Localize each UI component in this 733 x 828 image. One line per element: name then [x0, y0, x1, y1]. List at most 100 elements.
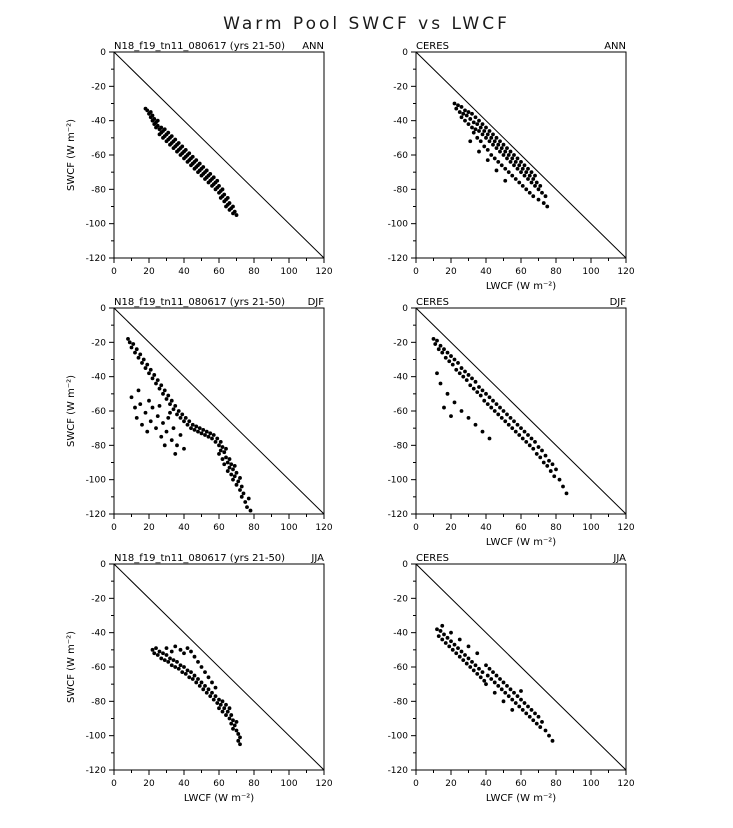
axis-ticks: 0 20 40 60 80 100 120 0 -20 -40 -60 -80 -100 -120 — [388, 48, 635, 277]
one-to-one-line — [415, 563, 627, 771]
svg-text:0: 0 — [111, 779, 117, 789]
svg-text:-60: -60 — [91, 407, 106, 417]
scatter-plot: CERES JJA 0 20 40 60 80 100 120 0 -20 -40 -60 -80 -100… — [388, 553, 635, 804]
svg-text:100: 100 — [280, 523, 297, 533]
svg-text:0: 0 — [100, 48, 106, 58]
panel-title-left: CERES — [416, 553, 449, 564]
y-axis-label: SWCF (W m⁻²) — [66, 375, 77, 447]
svg-text:60: 60 — [515, 523, 527, 533]
svg-text:-40: -40 — [393, 117, 408, 127]
panel-title-left: N18_f19_tn11_080617 (yrs 21-50) — [114, 41, 285, 52]
svg-text:-40: -40 — [91, 629, 106, 639]
data-points — [126, 337, 253, 513]
x-axis-label: LWCF (W m⁻²) — [486, 281, 556, 292]
svg-text:40: 40 — [480, 267, 492, 277]
svg-text:-60: -60 — [91, 663, 106, 673]
svg-text:20: 20 — [143, 523, 155, 533]
svg-text:-100: -100 — [388, 732, 409, 742]
svg-text:60: 60 — [213, 523, 225, 533]
chart-grid: N18_f19_tn11_080617 (yrs 21-50) ANN 0 20 40 6… — [0, 38, 733, 806]
svg-text:-120: -120 — [388, 254, 409, 264]
svg-text:120: 120 — [617, 267, 634, 277]
svg-text:-80: -80 — [393, 697, 408, 707]
svg-text:80: 80 — [550, 779, 562, 789]
svg-text:-80: -80 — [91, 441, 106, 451]
svg-text:-40: -40 — [91, 117, 106, 127]
svg-text:0: 0 — [100, 560, 106, 570]
svg-text:0: 0 — [111, 523, 117, 533]
svg-text:100: 100 — [280, 267, 297, 277]
svg-text:-20: -20 — [393, 594, 408, 604]
svg-text:100: 100 — [280, 779, 297, 789]
svg-text:120: 120 — [617, 779, 634, 789]
panel-title-left: N18_f19_tn11_080617 (yrs 21-50) — [114, 553, 285, 564]
svg-text:60: 60 — [515, 267, 527, 277]
svg-text:40: 40 — [480, 523, 492, 533]
svg-text:0: 0 — [402, 304, 408, 314]
panel-title-right: DJF — [610, 297, 627, 308]
scatter-plot: CERES DJF 0 20 40 60 80 100 120 0 -20 -40 -60 -80 -100… — [388, 297, 635, 548]
panel-title-right: DJF — [308, 297, 325, 308]
svg-text:-120: -120 — [86, 766, 107, 776]
svg-text:120: 120 — [315, 523, 332, 533]
one-to-one-line — [113, 307, 325, 515]
svg-text:-100: -100 — [388, 476, 409, 486]
scatter-panel-model-djf: N18_f19_tn11_080617 (yrs 21-50) DJF 0 20 40 6… — [52, 294, 334, 550]
svg-text:-80: -80 — [91, 697, 106, 707]
svg-text:80: 80 — [248, 267, 260, 277]
svg-text:-120: -120 — [388, 766, 409, 776]
x-axis-label: LWCF (W m⁻²) — [184, 793, 254, 804]
panel-title-right: ANN — [604, 41, 626, 52]
panel-title-left: N18_f19_tn11_080617 (yrs 21-50) — [114, 297, 285, 308]
x-axis-label: LWCF (W m⁻²) — [486, 537, 556, 548]
scatter-panel-ceres-ann: CERES ANN 0 20 40 60 80 100 120 0 -20 -40 -60 -80 -100… — [354, 38, 636, 294]
one-to-one-line — [113, 563, 325, 771]
panel-title-left: CERES — [416, 41, 449, 52]
scatter-plot: N18_f19_tn11_080617 (yrs 21-50) JJA 0 20 40 6… — [66, 553, 333, 804]
svg-text:-60: -60 — [393, 407, 408, 417]
panel-title-right: ANN — [302, 41, 324, 52]
data-points — [452, 101, 550, 209]
one-to-one-line — [415, 51, 627, 259]
axis-ticks: 0 20 40 60 80 100 120 0 -20 -40 -60 -80 -100 -120 — [86, 560, 333, 789]
svg-text:-60: -60 — [393, 151, 408, 161]
scatter-panel-ceres-djf: CERES DJF 0 20 40 60 80 100 120 0 -20 -40 -60 -80 -100… — [354, 294, 636, 550]
svg-text:0: 0 — [402, 48, 408, 58]
panel-title-left: CERES — [416, 297, 449, 308]
one-to-one-line — [113, 51, 325, 259]
svg-text:120: 120 — [315, 267, 332, 277]
svg-text:20: 20 — [143, 779, 155, 789]
one-to-one-line — [415, 307, 627, 515]
axis-ticks: 0 20 40 60 80 100 120 0 -20 -40 -60 -80 -100 -120 — [86, 304, 333, 533]
svg-text:-100: -100 — [86, 476, 107, 486]
data-points — [150, 644, 242, 747]
svg-text:40: 40 — [480, 779, 492, 789]
svg-text:-80: -80 — [393, 441, 408, 451]
svg-text:-40: -40 — [393, 373, 408, 383]
svg-text:-120: -120 — [388, 510, 409, 520]
svg-text:0: 0 — [413, 779, 419, 789]
page-title: Warm Pool SWCF vs LWCF — [223, 14, 510, 34]
axis-ticks: 0 20 40 60 80 100 120 0 -20 -40 -60 -80 -100 -120 — [388, 560, 635, 789]
svg-text:-100: -100 — [388, 220, 409, 230]
data-points — [435, 623, 555, 743]
svg-text:-40: -40 — [91, 373, 106, 383]
svg-text:-20: -20 — [393, 338, 408, 348]
svg-text:40: 40 — [178, 779, 190, 789]
panel-title-right: JJA — [310, 553, 324, 564]
scatter-panel-ceres-jja: CERES JJA 0 20 40 60 80 100 120 0 -20 -40 -60 -80 -100… — [354, 550, 636, 806]
scatter-plot: N18_f19_tn11_080617 (yrs 21-50) ANN 0 20 40 6… — [66, 41, 333, 277]
svg-text:-20: -20 — [393, 82, 408, 92]
svg-text:100: 100 — [582, 779, 599, 789]
axis-ticks: 0 20 40 60 80 100 120 0 -20 -40 -60 -80 -100 -120 — [388, 304, 635, 533]
svg-text:0: 0 — [111, 267, 117, 277]
scatter-panel-model-ann: N18_f19_tn11_080617 (yrs 21-50) ANN 0 20 40 6… — [52, 38, 334, 294]
svg-text:20: 20 — [143, 267, 155, 277]
svg-text:0: 0 — [402, 560, 408, 570]
svg-text:20: 20 — [445, 267, 457, 277]
y-axis-label: SWCF (W m⁻²) — [66, 631, 77, 703]
svg-text:0: 0 — [413, 267, 419, 277]
svg-text:80: 80 — [550, 267, 562, 277]
svg-text:120: 120 — [617, 523, 634, 533]
scatter-plot: CERES ANN 0 20 40 60 80 100 120 0 -20 -40 -60 -80 -100… — [388, 41, 635, 292]
